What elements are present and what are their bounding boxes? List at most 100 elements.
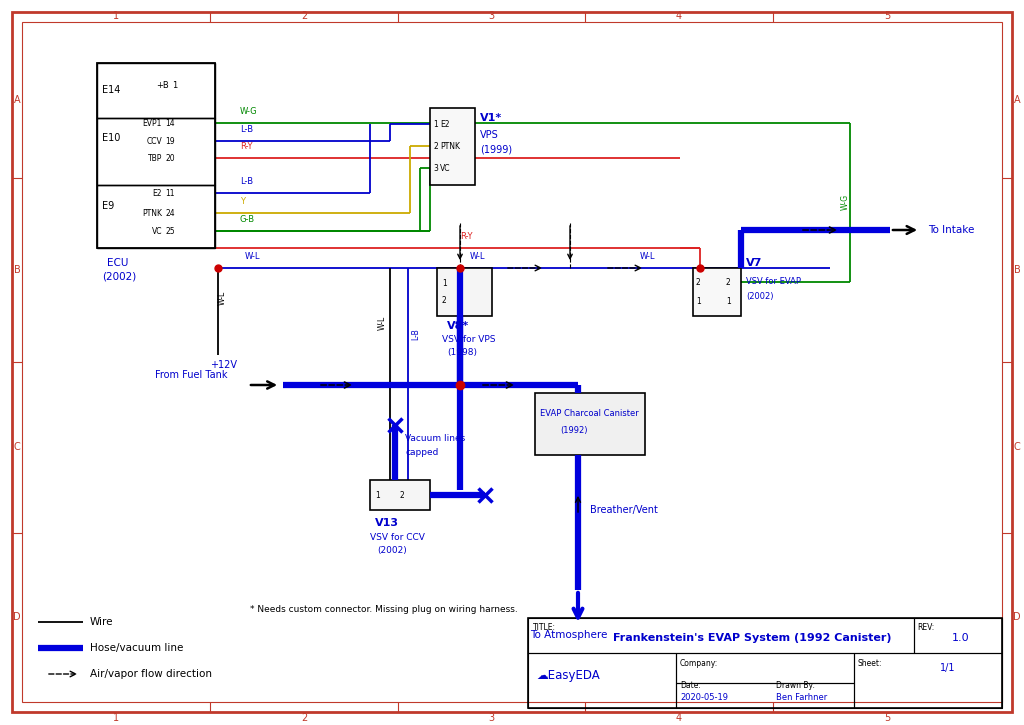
Text: 2: 2: [301, 11, 307, 21]
Text: (2002): (2002): [377, 545, 407, 555]
Text: E2: E2: [153, 188, 162, 197]
Text: E2: E2: [440, 120, 450, 128]
Text: * Needs custom connector. Missing plug on wiring harness.: * Needs custom connector. Missing plug o…: [250, 605, 518, 615]
Text: 20: 20: [165, 154, 175, 162]
Text: E10: E10: [102, 133, 121, 143]
Text: ☁EasyEDA: ☁EasyEDA: [536, 668, 600, 682]
Text: L-B: L-B: [240, 125, 253, 134]
Text: REV:: REV:: [918, 624, 934, 632]
Bar: [430, 108, 475, 185]
Text: 4: 4: [676, 713, 682, 723]
Text: +12V: +12V: [210, 360, 237, 370]
Text: R-Y: R-Y: [240, 142, 253, 151]
Text: V1*: V1*: [480, 113, 502, 123]
Text: R-Y: R-Y: [460, 232, 472, 241]
Text: VSV for VPS: VSV for VPS: [442, 334, 496, 344]
Text: 24: 24: [165, 209, 175, 218]
Text: 1: 1: [442, 278, 446, 288]
Text: V13: V13: [375, 518, 399, 528]
Text: W-L: W-L: [378, 316, 386, 330]
Text: Ben Farhner: Ben Farhner: [776, 694, 827, 703]
Text: Wire: Wire: [90, 617, 114, 627]
Text: 1: 1: [726, 297, 731, 305]
Text: VSV for EVAP: VSV for EVAP: [746, 276, 801, 286]
Text: TITLE:: TITLE:: [534, 624, 556, 632]
Text: Drawn By:: Drawn By:: [776, 682, 815, 690]
Text: 1: 1: [375, 491, 380, 500]
Bar: [535, 393, 645, 455]
Text: 1/1: 1/1: [940, 663, 955, 673]
Bar: [437, 268, 492, 316]
Text: E9: E9: [102, 201, 115, 211]
Text: VC: VC: [152, 226, 162, 236]
Text: +B: +B: [157, 80, 169, 89]
Text: W-L: W-L: [245, 252, 260, 261]
Text: 1: 1: [113, 11, 119, 21]
Bar: [693, 268, 741, 316]
Text: 2: 2: [696, 278, 700, 286]
Text: Air/vapor flow direction: Air/vapor flow direction: [90, 669, 212, 679]
Text: W-G: W-G: [841, 194, 850, 210]
Text: (2002): (2002): [746, 291, 773, 300]
Text: W-G: W-G: [240, 107, 258, 116]
Text: To Atmosphere: To Atmosphere: [530, 630, 607, 640]
Text: 2: 2: [433, 141, 437, 151]
Text: Y: Y: [240, 197, 245, 206]
Text: 2020-05-19: 2020-05-19: [680, 694, 728, 703]
Text: Date:: Date:: [680, 682, 700, 690]
Text: To Intake: To Intake: [928, 225, 975, 235]
Text: D: D: [13, 612, 20, 622]
Text: Sheet:: Sheet:: [858, 658, 883, 668]
Text: 3: 3: [488, 713, 494, 723]
Bar: [914, 618, 1002, 653]
Text: C: C: [13, 442, 20, 452]
Text: W-L: W-L: [640, 252, 655, 261]
Text: 2: 2: [442, 296, 446, 304]
Text: 14: 14: [165, 118, 175, 128]
Text: 3: 3: [488, 11, 494, 21]
Text: E14: E14: [102, 85, 121, 95]
Text: B: B: [13, 265, 20, 275]
Text: B: B: [1014, 265, 1020, 275]
Text: (1998): (1998): [447, 347, 477, 357]
Text: G-B: G-B: [240, 215, 255, 224]
Text: PTNK: PTNK: [440, 141, 460, 151]
Text: C: C: [1014, 442, 1020, 452]
Text: VC: VC: [440, 164, 451, 173]
Bar: [528, 618, 914, 653]
Text: V7: V7: [746, 258, 763, 268]
Text: 2: 2: [726, 278, 731, 286]
Text: D: D: [1013, 612, 1021, 622]
Text: 4: 4: [676, 11, 682, 21]
Text: 3: 3: [433, 164, 438, 173]
Bar: [676, 653, 854, 683]
Text: (1999): (1999): [480, 144, 512, 154]
Text: 5: 5: [884, 11, 890, 21]
Text: VPS: VPS: [480, 130, 499, 140]
Bar: [676, 683, 854, 708]
Bar: [97, 118, 215, 185]
Text: 25: 25: [165, 226, 175, 236]
Bar: [97, 63, 215, 118]
Text: PTNK: PTNK: [142, 209, 162, 218]
Text: L-B: L-B: [240, 177, 253, 186]
Text: V8*: V8*: [447, 321, 469, 331]
Text: VSV for CCV: VSV for CCV: [370, 532, 425, 542]
Bar: [854, 653, 1002, 708]
Text: W-L: W-L: [217, 291, 226, 305]
Text: 5: 5: [884, 713, 890, 723]
Text: EVAP Charcoal Canister: EVAP Charcoal Canister: [540, 408, 639, 418]
Text: capped: capped: [406, 447, 438, 457]
Text: 2: 2: [301, 713, 307, 723]
Text: 1: 1: [172, 80, 177, 89]
Text: 11: 11: [165, 188, 174, 197]
Bar: [528, 618, 1002, 708]
Text: From Fuel Tank: From Fuel Tank: [155, 370, 227, 380]
Text: (2002): (2002): [102, 271, 136, 281]
Text: Hose/vacuum line: Hose/vacuum line: [90, 643, 183, 653]
Bar: [97, 63, 215, 248]
Text: 1: 1: [696, 297, 700, 305]
Text: Breather/Vent: Breather/Vent: [590, 505, 657, 515]
Text: EVP1: EVP1: [142, 118, 162, 128]
Text: W-L: W-L: [470, 252, 485, 261]
